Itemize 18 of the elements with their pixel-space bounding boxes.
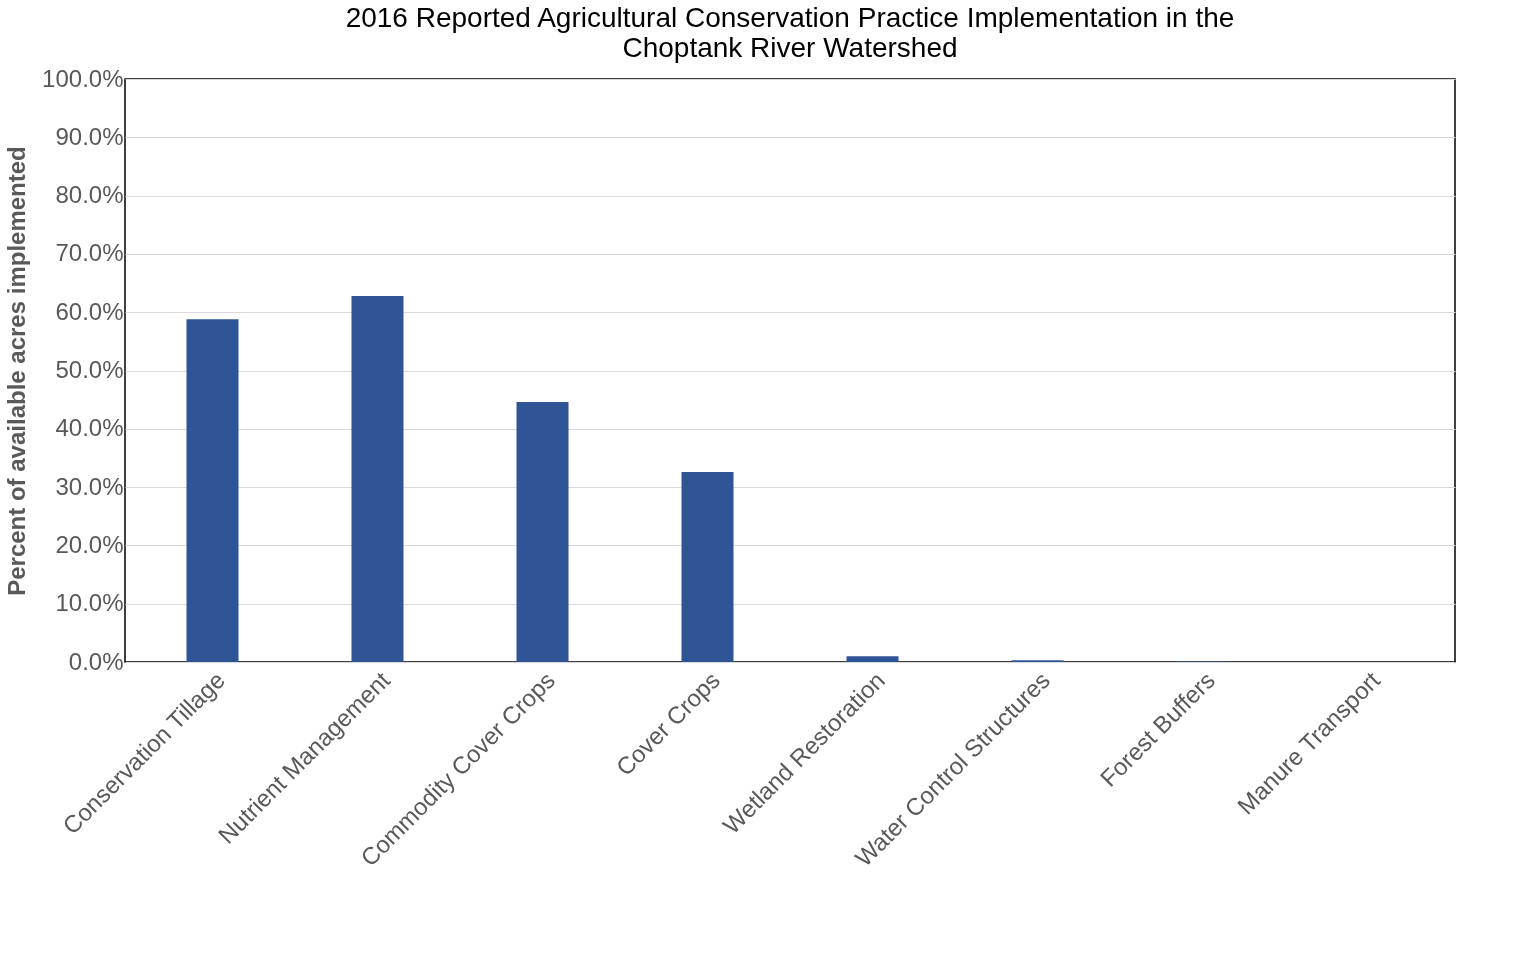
y-tick-label: 40.0% bbox=[55, 414, 124, 442]
y-tick-label: 30.0% bbox=[55, 472, 124, 500]
chart-title: 2016 Reported Agricultural Conservation Practice Implementation in the Choptank River Watershed bbox=[345, 2, 1235, 63]
bar bbox=[681, 471, 734, 662]
bar bbox=[186, 319, 239, 662]
y-tick-label: 20.0% bbox=[55, 530, 124, 558]
y-axis-title: Percent of available acres implemented bbox=[3, 146, 31, 596]
bar bbox=[351, 295, 404, 662]
y-tick-label: 0.0% bbox=[68, 647, 124, 675]
bar bbox=[516, 401, 569, 662]
y-tick-label: 70.0% bbox=[55, 239, 124, 267]
y-tick-label: 90.0% bbox=[55, 122, 124, 150]
y-tick-label: 100.0% bbox=[42, 64, 124, 92]
y-tick-label: 10.0% bbox=[55, 589, 124, 617]
bar bbox=[846, 656, 899, 662]
y-tick-label: 60.0% bbox=[55, 297, 124, 325]
y-tick-label: 50.0% bbox=[55, 356, 124, 383]
y-tick-label: 80.0% bbox=[55, 181, 124, 209]
